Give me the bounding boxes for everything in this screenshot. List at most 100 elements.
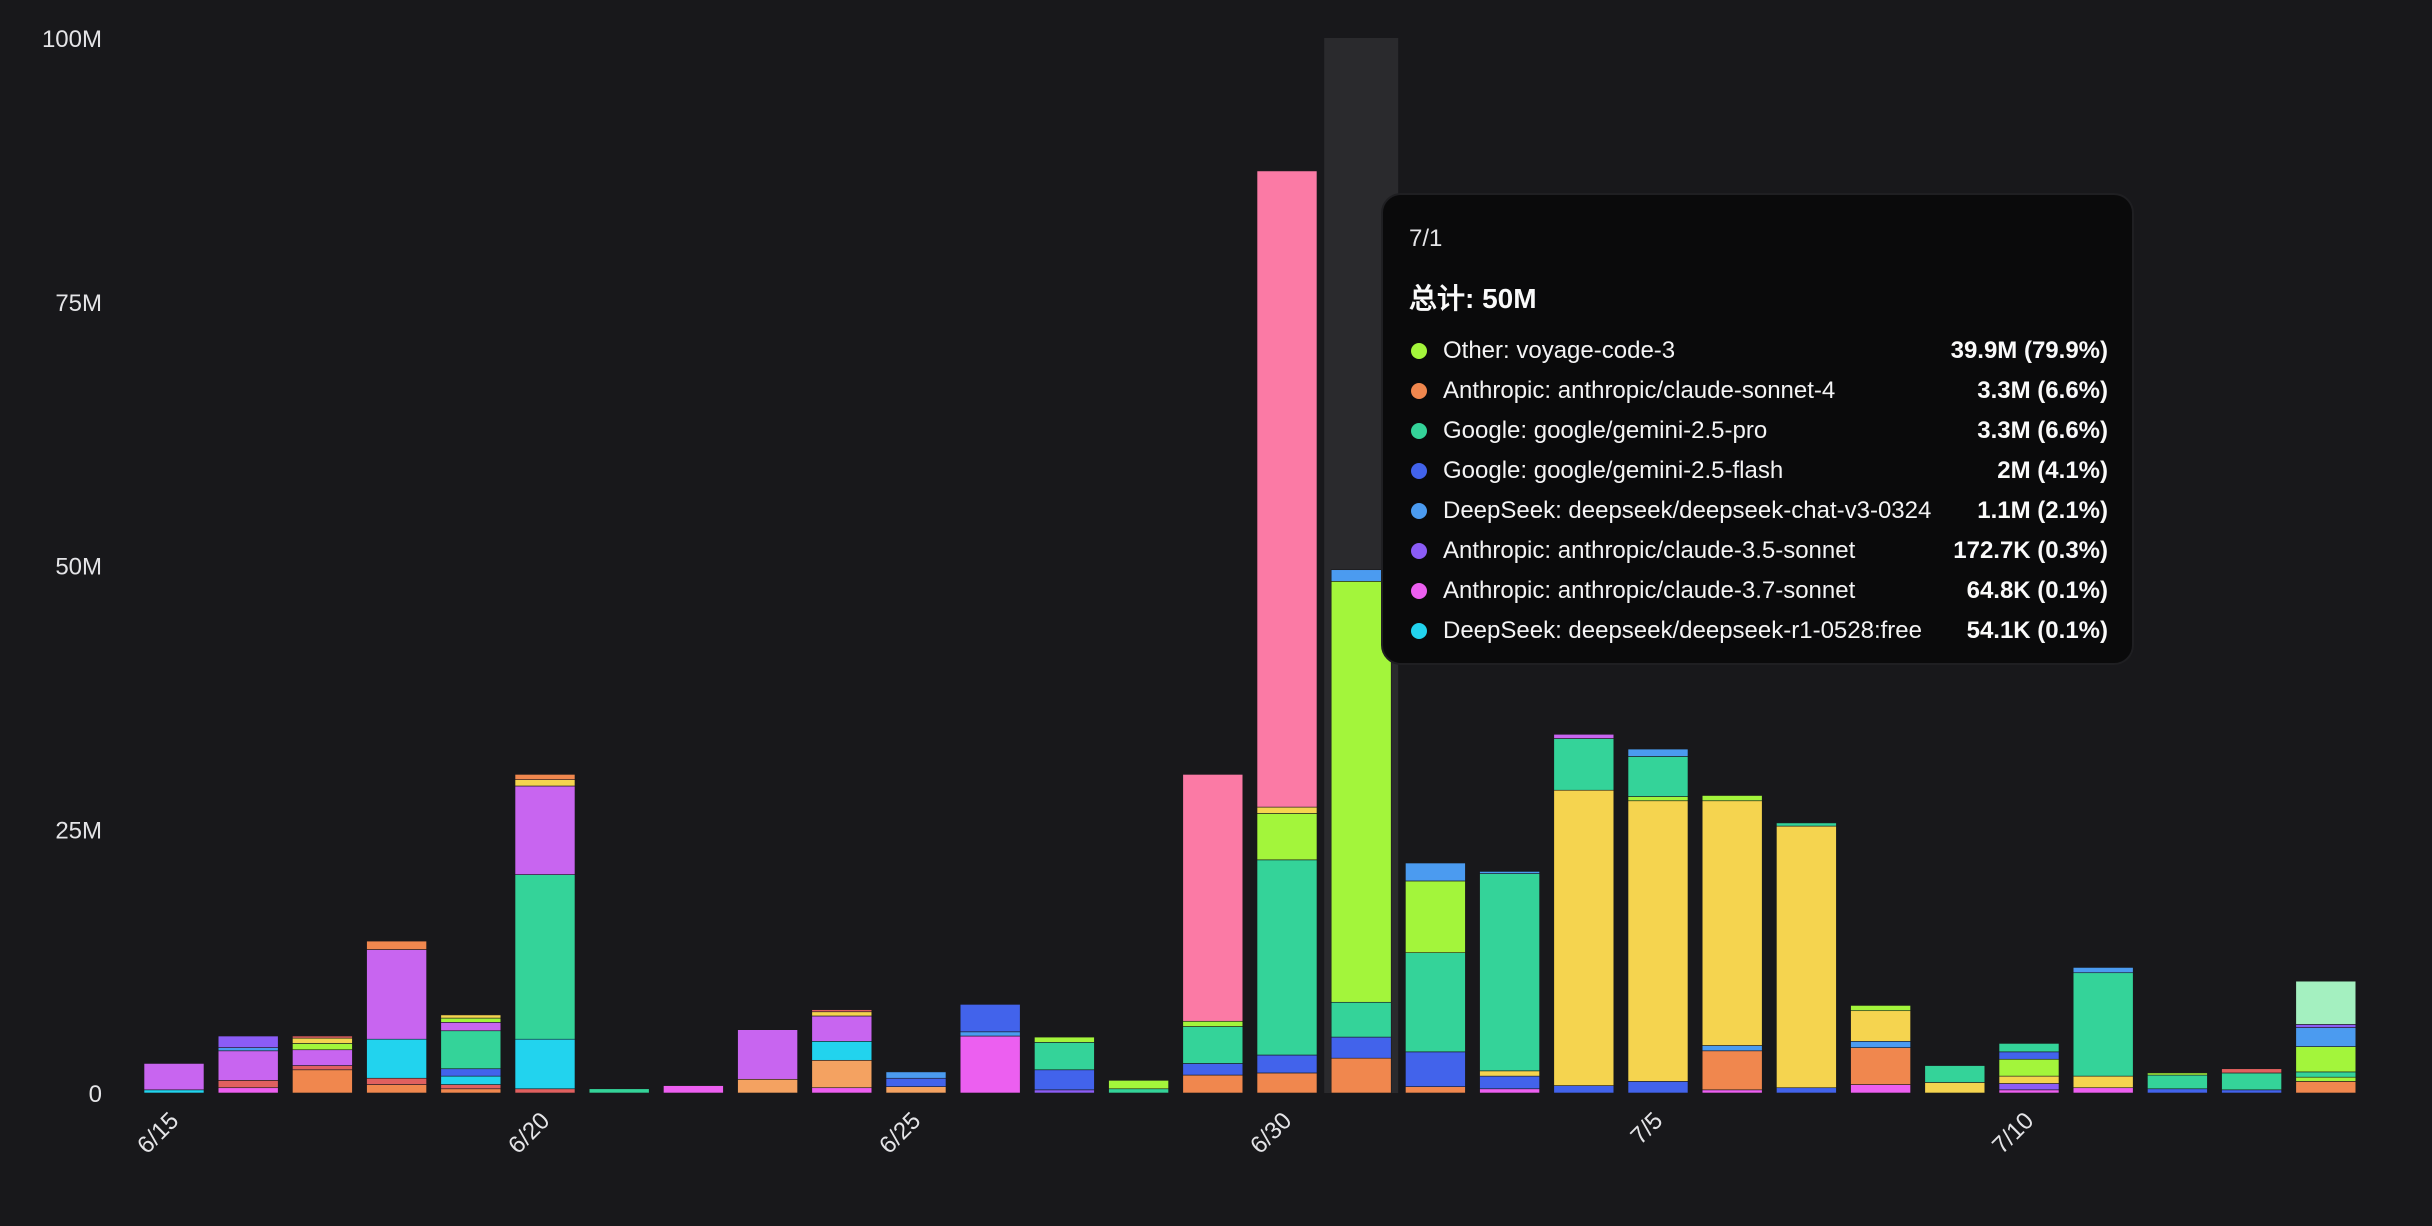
tooltip-series-label: DeepSeek: deepseek/deepseek-chat-v3-0324 (1443, 497, 1932, 524)
bar-segment (2147, 1072, 2208, 1076)
x-tick-label: 7/5 (1626, 1107, 1669, 1150)
bar-segment (1776, 822, 1837, 827)
bar-segment (1330, 1057, 1392, 1094)
y-axis: 0 25M 50M 75M 100M (42, 26, 102, 1108)
bar-segment (1479, 871, 1540, 874)
bar-6/28[interactable] (1108, 1080, 1169, 1094)
bar-7/11[interactable] (2072, 967, 2134, 1094)
bar-segment (1850, 1010, 1911, 1042)
bar-segment (1924, 1082, 1986, 1094)
tooltip-series-value: 3.3M (6.6%) (1977, 417, 2108, 444)
bar-segment (1405, 1051, 1466, 1087)
bar-segment (1182, 1063, 1244, 1076)
bar-7/2[interactable] (1405, 862, 1466, 1094)
bar-7/9[interactable] (1924, 1065, 1986, 1094)
bar-segment (1553, 1085, 1615, 1094)
bar-segment (1850, 1041, 1911, 1048)
bar-6/16[interactable] (217, 1035, 279, 1094)
bars (143, 170, 2357, 1094)
bar-6/24[interactable] (811, 1009, 873, 1094)
bar-segment (1850, 1047, 1911, 1085)
bar-segment (366, 1038, 427, 1079)
tooltip-series-label: DeepSeek: deepseek/deepseek-r1-0528:free (1443, 617, 1922, 644)
bar-segment (1627, 796, 1689, 802)
bar-segment (217, 1035, 279, 1048)
bar-6/17[interactable] (292, 1035, 353, 1094)
bar-6/23[interactable] (737, 1029, 798, 1094)
bar-segment (1627, 756, 1689, 797)
bar-6/26[interactable] (959, 1004, 1021, 1094)
tooltip-row: DeepSeek: deepseek/deepseek-chat-v3-0324… (1407, 491, 2108, 531)
bar-segment (2295, 1081, 2357, 1094)
bar-segment (1998, 1051, 2060, 1060)
bar-7/6[interactable] (1701, 795, 1763, 1094)
bar-segment (811, 1041, 873, 1061)
bar-6/25[interactable] (885, 1071, 947, 1094)
bar-segment (514, 1088, 576, 1094)
bar-7/13[interactable] (2221, 1068, 2282, 1094)
bar-7/8[interactable] (1850, 1005, 1911, 1094)
bar-segment (1182, 1020, 1244, 1027)
bar-6/15[interactable] (143, 1063, 205, 1094)
tooltip-series-label: Other: voyage-code-3 (1443, 337, 1676, 364)
bar-segment (1998, 1043, 2060, 1053)
bar-6/22[interactable] (663, 1085, 724, 1094)
legend-dot-icon (1411, 383, 1427, 399)
bar-segment (1256, 1054, 1318, 1074)
bar-segment (959, 1035, 1021, 1094)
tooltip-series-label: Anthropic: anthropic/claude-3.5-sonnet (1443, 537, 1856, 564)
bar-6/29[interactable] (1182, 774, 1244, 1094)
bar-segment (1256, 806, 1318, 814)
bar-segment (292, 1037, 353, 1044)
bar-segment (2221, 1072, 2282, 1091)
bar-segment (1553, 733, 1615, 739)
bar-segment (440, 1068, 502, 1077)
bar-segment (2072, 1087, 2134, 1094)
tooltip-series-value: 172.7K (0.3%) (1953, 537, 2108, 564)
bar-segment (2147, 1074, 2208, 1090)
bar-segment (1256, 859, 1318, 1056)
x-tick-label: 6/25 (874, 1107, 926, 1159)
bar-segment (1405, 862, 1466, 882)
bar-6/20[interactable] (514, 774, 576, 1094)
bar-segment (1701, 795, 1763, 802)
bar-6/27[interactable] (1034, 1036, 1095, 1094)
bar-7/7[interactable] (1776, 822, 1837, 1094)
bar-7/10[interactable] (1998, 1043, 2060, 1094)
bar-6/21[interactable] (588, 1088, 650, 1094)
bar-segment (737, 1078, 798, 1094)
bar-6/30[interactable] (1256, 170, 1318, 1094)
bar-7/14[interactable] (2295, 980, 2357, 1094)
tooltip-series-label: Anthropic: anthropic/claude-3.7-sonnet (1443, 577, 1856, 604)
bar-segment (1330, 1001, 1392, 1038)
bar-7/12[interactable] (2147, 1072, 2208, 1094)
bar-segment (663, 1085, 724, 1094)
bar-segment (2072, 967, 2134, 974)
bar-segment (885, 1086, 947, 1094)
bar-segment (2295, 980, 2357, 1025)
bar-segment (811, 1011, 873, 1017)
bar-7/1[interactable] (1330, 569, 1392, 1094)
bar-7/5[interactable] (1627, 748, 1689, 1094)
bar-segment (292, 1035, 353, 1039)
bar-6/18[interactable] (366, 940, 427, 1094)
tooltip-row: Anthropic: anthropic/claude-3.7-sonnet 64… (1407, 571, 2108, 611)
tooltip-row: Anthropic: anthropic/claude-sonnet-4 3.3M… (1407, 371, 2108, 411)
bar-segment (2295, 1027, 2357, 1047)
bar-6/19[interactable] (440, 1014, 502, 1094)
legend-dot-icon (1411, 583, 1427, 599)
bar-segment (1479, 873, 1540, 1072)
y-tick-label: 0 (89, 1081, 102, 1108)
bar-segment (1182, 1074, 1244, 1094)
bar-7/3[interactable] (1479, 871, 1540, 1094)
bar-7/4[interactable] (1553, 733, 1615, 1094)
bar-segment (1479, 1070, 1540, 1077)
bar-segment (885, 1077, 947, 1087)
bar-segment (1701, 1050, 1763, 1091)
bar-segment (440, 1075, 502, 1085)
bar-segment (1850, 1005, 1911, 1012)
bar-segment (1405, 1086, 1466, 1094)
x-tick-label: 6/30 (1245, 1107, 1297, 1159)
tooltip-date: 7/1 (1409, 225, 1443, 252)
